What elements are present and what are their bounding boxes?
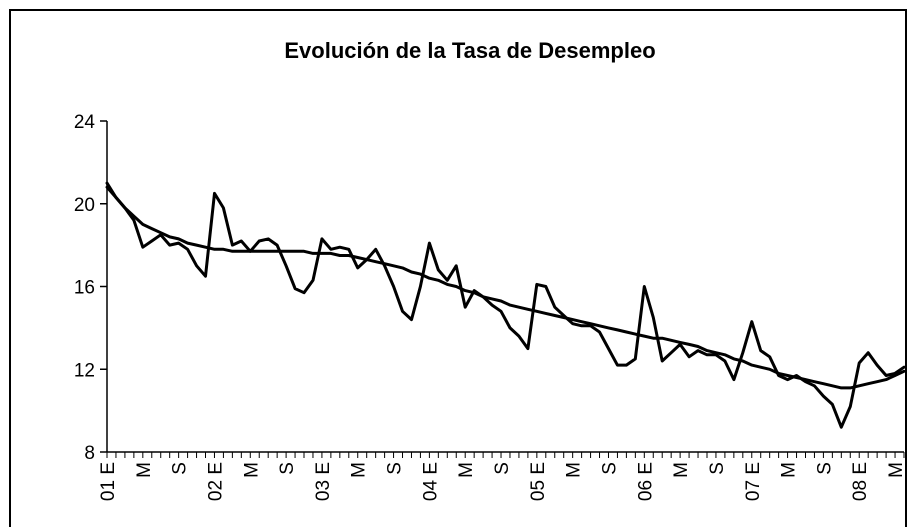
x-tick-label: S bbox=[385, 462, 406, 475]
x-tick-label: 06 E bbox=[635, 462, 656, 501]
x-tick-label: S bbox=[277, 462, 298, 475]
x-tick-label: 07 E bbox=[743, 462, 764, 501]
x-tick-label: M bbox=[456, 462, 477, 478]
x-tick-label: S bbox=[707, 462, 728, 475]
x-tick-label: M bbox=[134, 462, 155, 478]
x-tick-label: M bbox=[564, 462, 585, 478]
data-line bbox=[105, 185, 906, 390]
x-tick-label: S bbox=[492, 462, 513, 475]
x-tick-label: 01 E bbox=[98, 462, 119, 501]
y-tick-label: 8 bbox=[84, 443, 95, 464]
y-tick-label: 24 bbox=[74, 112, 96, 133]
y-tick-label: 12 bbox=[74, 360, 95, 381]
x-tick-label: 05 E bbox=[528, 462, 549, 501]
x-tick-label: M bbox=[779, 462, 800, 478]
x-tick-label: 04 E bbox=[420, 462, 441, 501]
x-tick-label: M bbox=[886, 462, 907, 478]
y-tick-label: 20 bbox=[74, 195, 95, 216]
x-tick-label: M bbox=[671, 462, 692, 478]
x-tick-label: S bbox=[814, 462, 835, 475]
chart-title: Evolución de la Tasa de Desempleo bbox=[284, 38, 655, 63]
x-tick-label: M bbox=[349, 462, 370, 478]
x-tick-label: 08 E bbox=[850, 462, 871, 501]
x-tick-label: 03 E bbox=[313, 462, 334, 501]
y-tick-label: 16 bbox=[74, 278, 95, 299]
x-tick-label: M bbox=[241, 462, 262, 478]
data-line bbox=[105, 181, 906, 429]
x-tick-label: S bbox=[170, 462, 191, 475]
x-tick-label: 02 E bbox=[205, 462, 226, 501]
x-tick-label: S bbox=[599, 462, 620, 475]
